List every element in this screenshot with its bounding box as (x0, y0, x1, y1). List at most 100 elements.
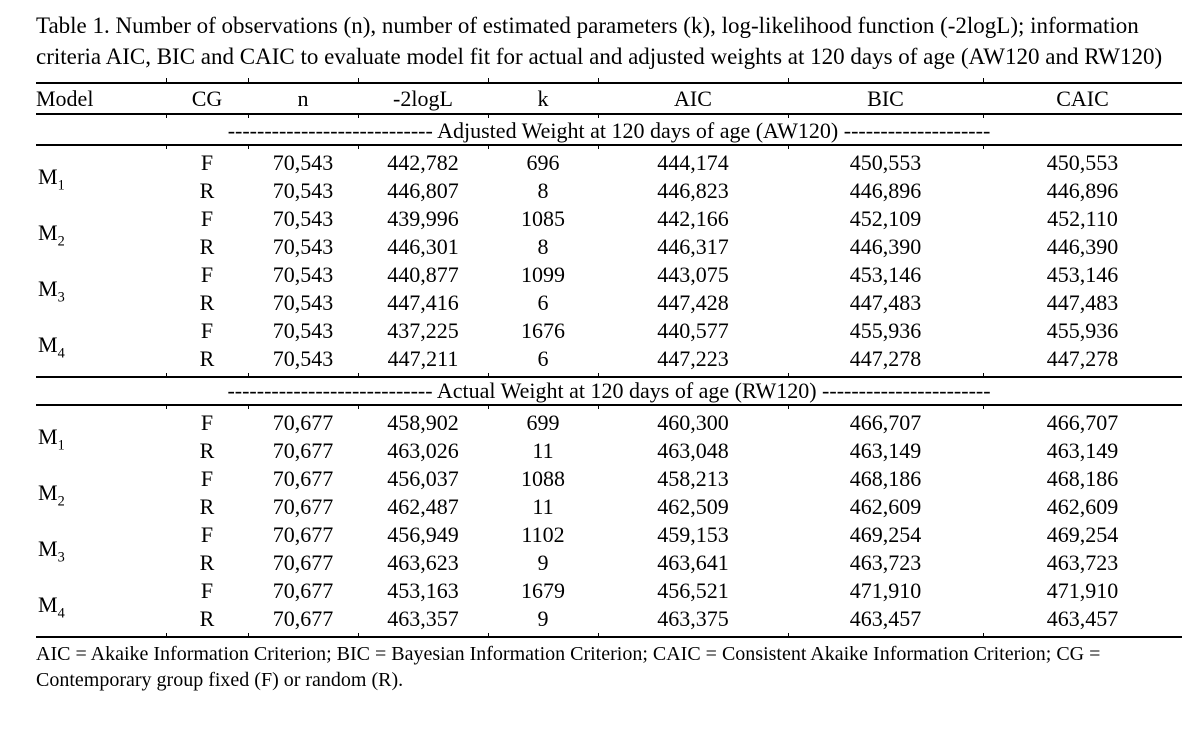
table-row: R 70,543 447,211 6 447,223 447,278 447,2… (36, 345, 1182, 373)
cell-cg: R (199, 234, 215, 259)
table-row: R 70,543 446,301 8 446,317 446,390 446,3… (36, 233, 1182, 261)
table-row: R 70,543 446,807 8 446,823 446,896 446,8… (36, 177, 1182, 205)
cell-2logl: 453,163 (387, 578, 459, 603)
header-rule-ticks (36, 114, 1182, 118)
section-label: Actual Weight at 120 days of age (RW120) (436, 378, 817, 403)
cell-bic: 452,109 (849, 206, 922, 231)
model-label: M3 (38, 276, 65, 306)
cell-k: 9 (537, 606, 549, 631)
model-label: M2 (38, 480, 65, 510)
table-row: M2 F 70,543 439,996 1085 442,166 452,109… (36, 205, 1182, 249)
cell-caic: 446,390 (1046, 234, 1119, 259)
cell-cg: R (199, 438, 215, 463)
cell-2logl: 439,996 (387, 206, 459, 231)
cell-caic: 447,483 (1046, 290, 1119, 315)
cell-bic: 446,390 (849, 234, 922, 259)
cell-k: 11 (532, 494, 554, 519)
cell-caic: 455,936 (1046, 318, 1119, 343)
cell-aic: 463,641 (657, 550, 729, 575)
cell-bic: 450,553 (849, 150, 922, 175)
cell-caic: 468,186 (1046, 466, 1119, 491)
cell-2logl: 446,301 (387, 234, 459, 259)
cell-aic: 446,317 (657, 234, 729, 259)
column-header-model: Model (36, 83, 166, 115)
cell-cg: F (200, 578, 214, 603)
model-label: M4 (38, 332, 65, 362)
cell-bic: 455,936 (849, 318, 922, 343)
table-row: M2 F 70,677 456,037 1088 458,213 468,186… (36, 465, 1182, 509)
cell-bic: 471,910 (849, 578, 922, 603)
cell-aic: 463,375 (657, 606, 729, 631)
cell-caic: 450,553 (1046, 150, 1119, 175)
cell-2logl: 463,026 (387, 438, 459, 463)
table-row: M3 F 70,677 456,949 1102 459,153 469,254… (36, 521, 1182, 565)
cell-2logl: 442,782 (387, 150, 459, 175)
cell-cg: F (200, 150, 214, 175)
column-header-n: n (248, 83, 358, 115)
cell-bic: 463,149 (849, 438, 922, 463)
cell-cg: R (199, 290, 215, 315)
section-dashes-right: ----------------------- (822, 378, 991, 403)
cell-k: 1679 (521, 578, 565, 603)
table-row: M1 F 70,543 442,782 696 444,174 450,553 … (36, 149, 1182, 193)
model-label: M2 (38, 220, 65, 250)
cell-bic: 447,278 (849, 346, 922, 371)
cell-k: 8 (537, 234, 549, 259)
cell-aic: 444,174 (657, 150, 729, 175)
cell-cg: F (200, 522, 214, 547)
cell-bic: 446,896 (849, 178, 922, 203)
table-row: R 70,677 463,623 9 463,641 463,723 463,7… (36, 549, 1182, 577)
cell-cg: R (199, 550, 215, 575)
cell-cg: F (200, 206, 214, 231)
column-header-bic: BIC (788, 83, 983, 115)
cell-cg: R (199, 494, 215, 519)
bottom-rule (36, 633, 1182, 638)
cell-cg: R (199, 346, 215, 371)
column-header-cg: CG (166, 83, 248, 115)
section-rule-ticks (36, 405, 1182, 409)
cell-bic: 468,186 (849, 466, 922, 491)
cell-cg: R (199, 178, 215, 203)
model-label: M1 (38, 164, 65, 194)
cell-aic: 442,166 (657, 206, 729, 231)
column-header-caic: CAIC (983, 83, 1182, 115)
cell-caic: 466,707 (1046, 410, 1119, 435)
cell-aic: 458,213 (657, 466, 729, 491)
cell-caic: 453,146 (1046, 262, 1119, 287)
cell-bic: 469,254 (849, 522, 922, 547)
cell-cg: F (200, 318, 214, 343)
cell-k: 699 (526, 410, 560, 435)
section-dashes-right: -------------------- (843, 118, 991, 143)
section-header-rw120: ---------------------------- Actual Weig… (36, 377, 1182, 406)
section-rule-ticks (36, 145, 1182, 149)
table-row: R 70,543 447,416 6 447,428 447,483 447,4… (36, 289, 1182, 317)
cell-aic: 447,428 (657, 290, 729, 315)
mid-rule (36, 373, 1182, 378)
cell-k: 6 (537, 346, 549, 371)
cell-cg: F (200, 466, 214, 491)
cell-bic: 463,723 (849, 550, 922, 575)
cell-n: 70,543 (272, 346, 334, 371)
column-header-aic: AIC (598, 83, 788, 115)
table-row: M1 F 70,677 458,902 699 460,300 466,707 … (36, 409, 1182, 453)
cell-cg: F (200, 262, 214, 287)
cell-n: 70,543 (272, 178, 334, 203)
section-header-aw120: ---------------------------- Adjusted We… (36, 118, 1182, 146)
cell-n: 70,677 (272, 410, 334, 435)
cell-n: 70,543 (272, 206, 334, 231)
table-row: M4 F 70,677 453,163 1679 456,521 471,910… (36, 577, 1182, 621)
cell-n: 70,677 (272, 466, 334, 491)
cell-2logl: 458,902 (387, 410, 459, 435)
cell-n: 70,543 (272, 150, 334, 175)
cell-caic: 471,910 (1046, 578, 1119, 603)
cell-caic: 462,609 (1046, 494, 1119, 519)
model-fit-table: Model CG n -2logL k AIC BIC CAIC -------… (36, 78, 1182, 638)
cell-aic: 456,521 (657, 578, 729, 603)
table-title: Table 1. Number of observations (n), num… (36, 13, 1163, 69)
model-label: M3 (38, 536, 65, 566)
cell-aic: 447,223 (657, 346, 729, 371)
table-row: R 70,677 462,487 11 462,509 462,609 462,… (36, 493, 1182, 521)
cell-n: 70,543 (272, 262, 334, 287)
cell-2logl: 437,225 (387, 318, 459, 343)
section-dashes-left: ---------------------------- (227, 378, 433, 403)
